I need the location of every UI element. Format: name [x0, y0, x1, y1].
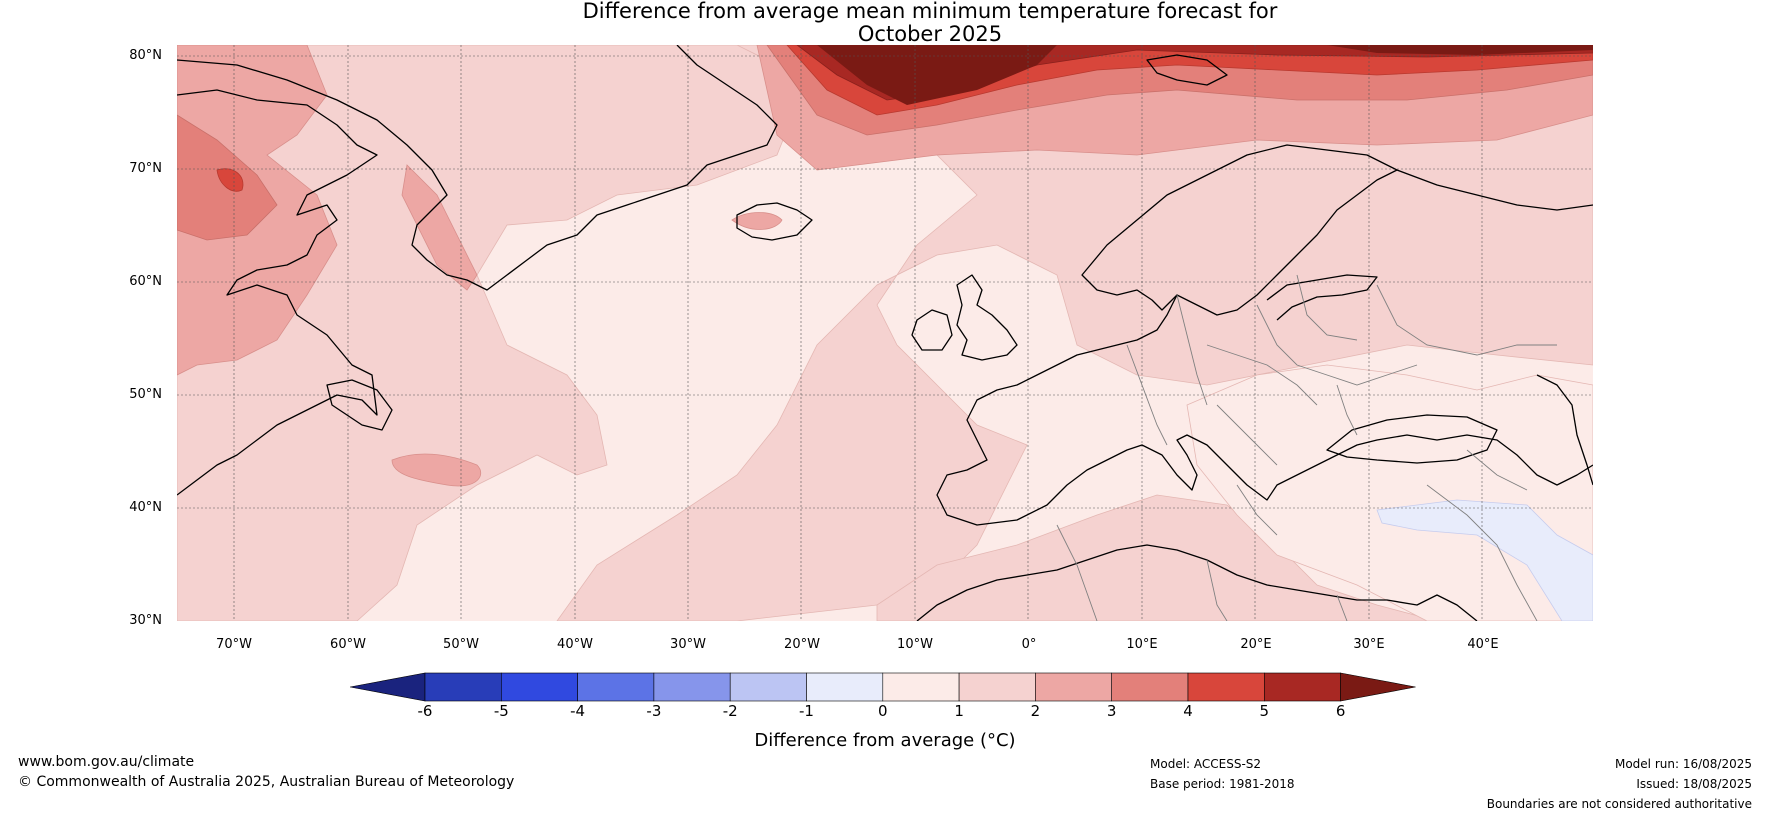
footer-model: Model: ACCESS-S2: [1150, 757, 1262, 771]
colorbar-tick-label: 2: [1030, 702, 1041, 720]
lat-label-80n: 80°N: [129, 48, 162, 63]
colorbar-segment: [882, 672, 960, 702]
colorbar-segment: [1187, 672, 1265, 702]
title-line-1: Difference from average mean minimum tem…: [582, 0, 1278, 23]
coast-russia-north: [1396, 169, 1593, 211]
colorbar-tick-label: -3: [646, 702, 662, 720]
colorbar-segment: [577, 672, 655, 702]
colorbar-tick-label: 4: [1183, 702, 1193, 720]
coast-newfoundland: [326, 379, 393, 431]
coast-ireland: [911, 309, 953, 351]
lon-label-70w: 70°W: [216, 637, 252, 652]
field-band-gt6-east: [1327, 45, 1593, 55]
footer-copyright: © Commonwealth of Australia 2025, Austra…: [18, 774, 515, 790]
colorbar-extend-low: [350, 672, 426, 702]
field-band-1-2-east: [556, 45, 1593, 621]
footer-base-period: Base period: 1981-2018: [1150, 777, 1295, 791]
coast-black-sea: [1326, 414, 1498, 464]
coast-iceland: [736, 202, 813, 241]
colorbar-extend-high: [1340, 672, 1416, 702]
coast-baltic: [1266, 274, 1378, 321]
colorbar-segment: [1035, 672, 1113, 702]
field-band-2-3-iceland: [731, 212, 783, 230]
colorbar-tick-label: -5: [493, 702, 509, 720]
lon-label-60w: 60°W: [330, 637, 366, 652]
anomaly-map: [177, 45, 1593, 621]
coast-caspian: [1536, 374, 1593, 486]
coast-great-britain: [956, 274, 1018, 361]
lon-label-50w: 50°W: [443, 637, 479, 652]
lat-label-70n: 70°N: [129, 161, 162, 176]
coast-europe: [936, 294, 1593, 526]
lat-label-30n: 30°N: [129, 613, 162, 628]
colorbar: [350, 672, 1416, 702]
colorbar-segment: [729, 672, 807, 702]
colorbar-segment: [653, 672, 731, 702]
field-band-2-3-newfoundland: [391, 453, 482, 487]
colorbar-tick-label: -6: [417, 702, 433, 720]
lon-label-30e: 30°E: [1353, 637, 1385, 652]
lon-label-20e: 20°E: [1240, 637, 1272, 652]
footer-url: www.bom.gov.au/climate: [18, 754, 195, 770]
colorbar-segment: [806, 672, 884, 702]
footer-issued: Issued: 18/08/2025: [1636, 777, 1752, 791]
lon-label-10e: 10°E: [1126, 637, 1158, 652]
colorbar-segment: [1111, 672, 1189, 702]
lon-label-40w: 40°W: [557, 637, 593, 652]
colorbar-tick-label: -1: [799, 702, 814, 720]
footer-model-run: Model run: 16/08/2025: [1614, 757, 1752, 771]
coast-greenland: [177, 45, 778, 291]
footer-disclaimer: Boundaries are not considered authoritat…: [1486, 797, 1752, 811]
colorbar-tick-label: 0: [878, 702, 888, 720]
field-band-neg1-0: [1376, 499, 1593, 621]
lon-label-30w: 30°W: [670, 637, 706, 652]
title-line-2: October 2025: [857, 22, 1003, 46]
colorbar-tick-label: 6: [1335, 702, 1346, 720]
lon-label-40e: 40°E: [1467, 637, 1499, 652]
lat-label-60n: 60°N: [129, 274, 162, 289]
field-band-0-1-anatolia: [1186, 364, 1593, 621]
lat-label-40n: 40°N: [129, 500, 162, 515]
coast-scandinavia: [1081, 144, 1398, 316]
graticule: [177, 45, 1593, 621]
field-band-gt6: [817, 45, 1057, 105]
colorbar-segment: [424, 672, 502, 702]
colorbar-tick-label: 1: [954, 702, 964, 720]
colorbar-tick-label: -2: [722, 702, 738, 720]
field-band-1-2-west: [177, 45, 798, 621]
colorbar-segment: [958, 672, 1036, 702]
lon-label-10w: 10°W: [897, 637, 933, 652]
coast-north-america: [177, 89, 378, 496]
field-band-4-5-baffin: [216, 168, 244, 192]
field-band-2-3-greenland-east: [401, 164, 478, 291]
colorbar-tick-label: -4: [570, 702, 586, 720]
lon-label-0: 0°: [1021, 637, 1037, 652]
colorbar-label: Difference from average (°C): [754, 730, 1016, 751]
lat-label-50n: 50°N: [129, 387, 162, 402]
coastlines: [177, 45, 1593, 621]
lon-label-20w: 20°W: [784, 637, 820, 652]
chart-title: Difference from average mean minimum tem…: [0, 0, 1770, 46]
colorbar-segment: [501, 672, 578, 702]
coast-svalbard: [1146, 54, 1228, 86]
colorbar-segment: [1263, 672, 1341, 702]
country-borders: [1056, 274, 1557, 621]
colorbar-tick-label: 3: [1106, 702, 1117, 720]
colorbar-tick-label: 5: [1259, 702, 1270, 720]
